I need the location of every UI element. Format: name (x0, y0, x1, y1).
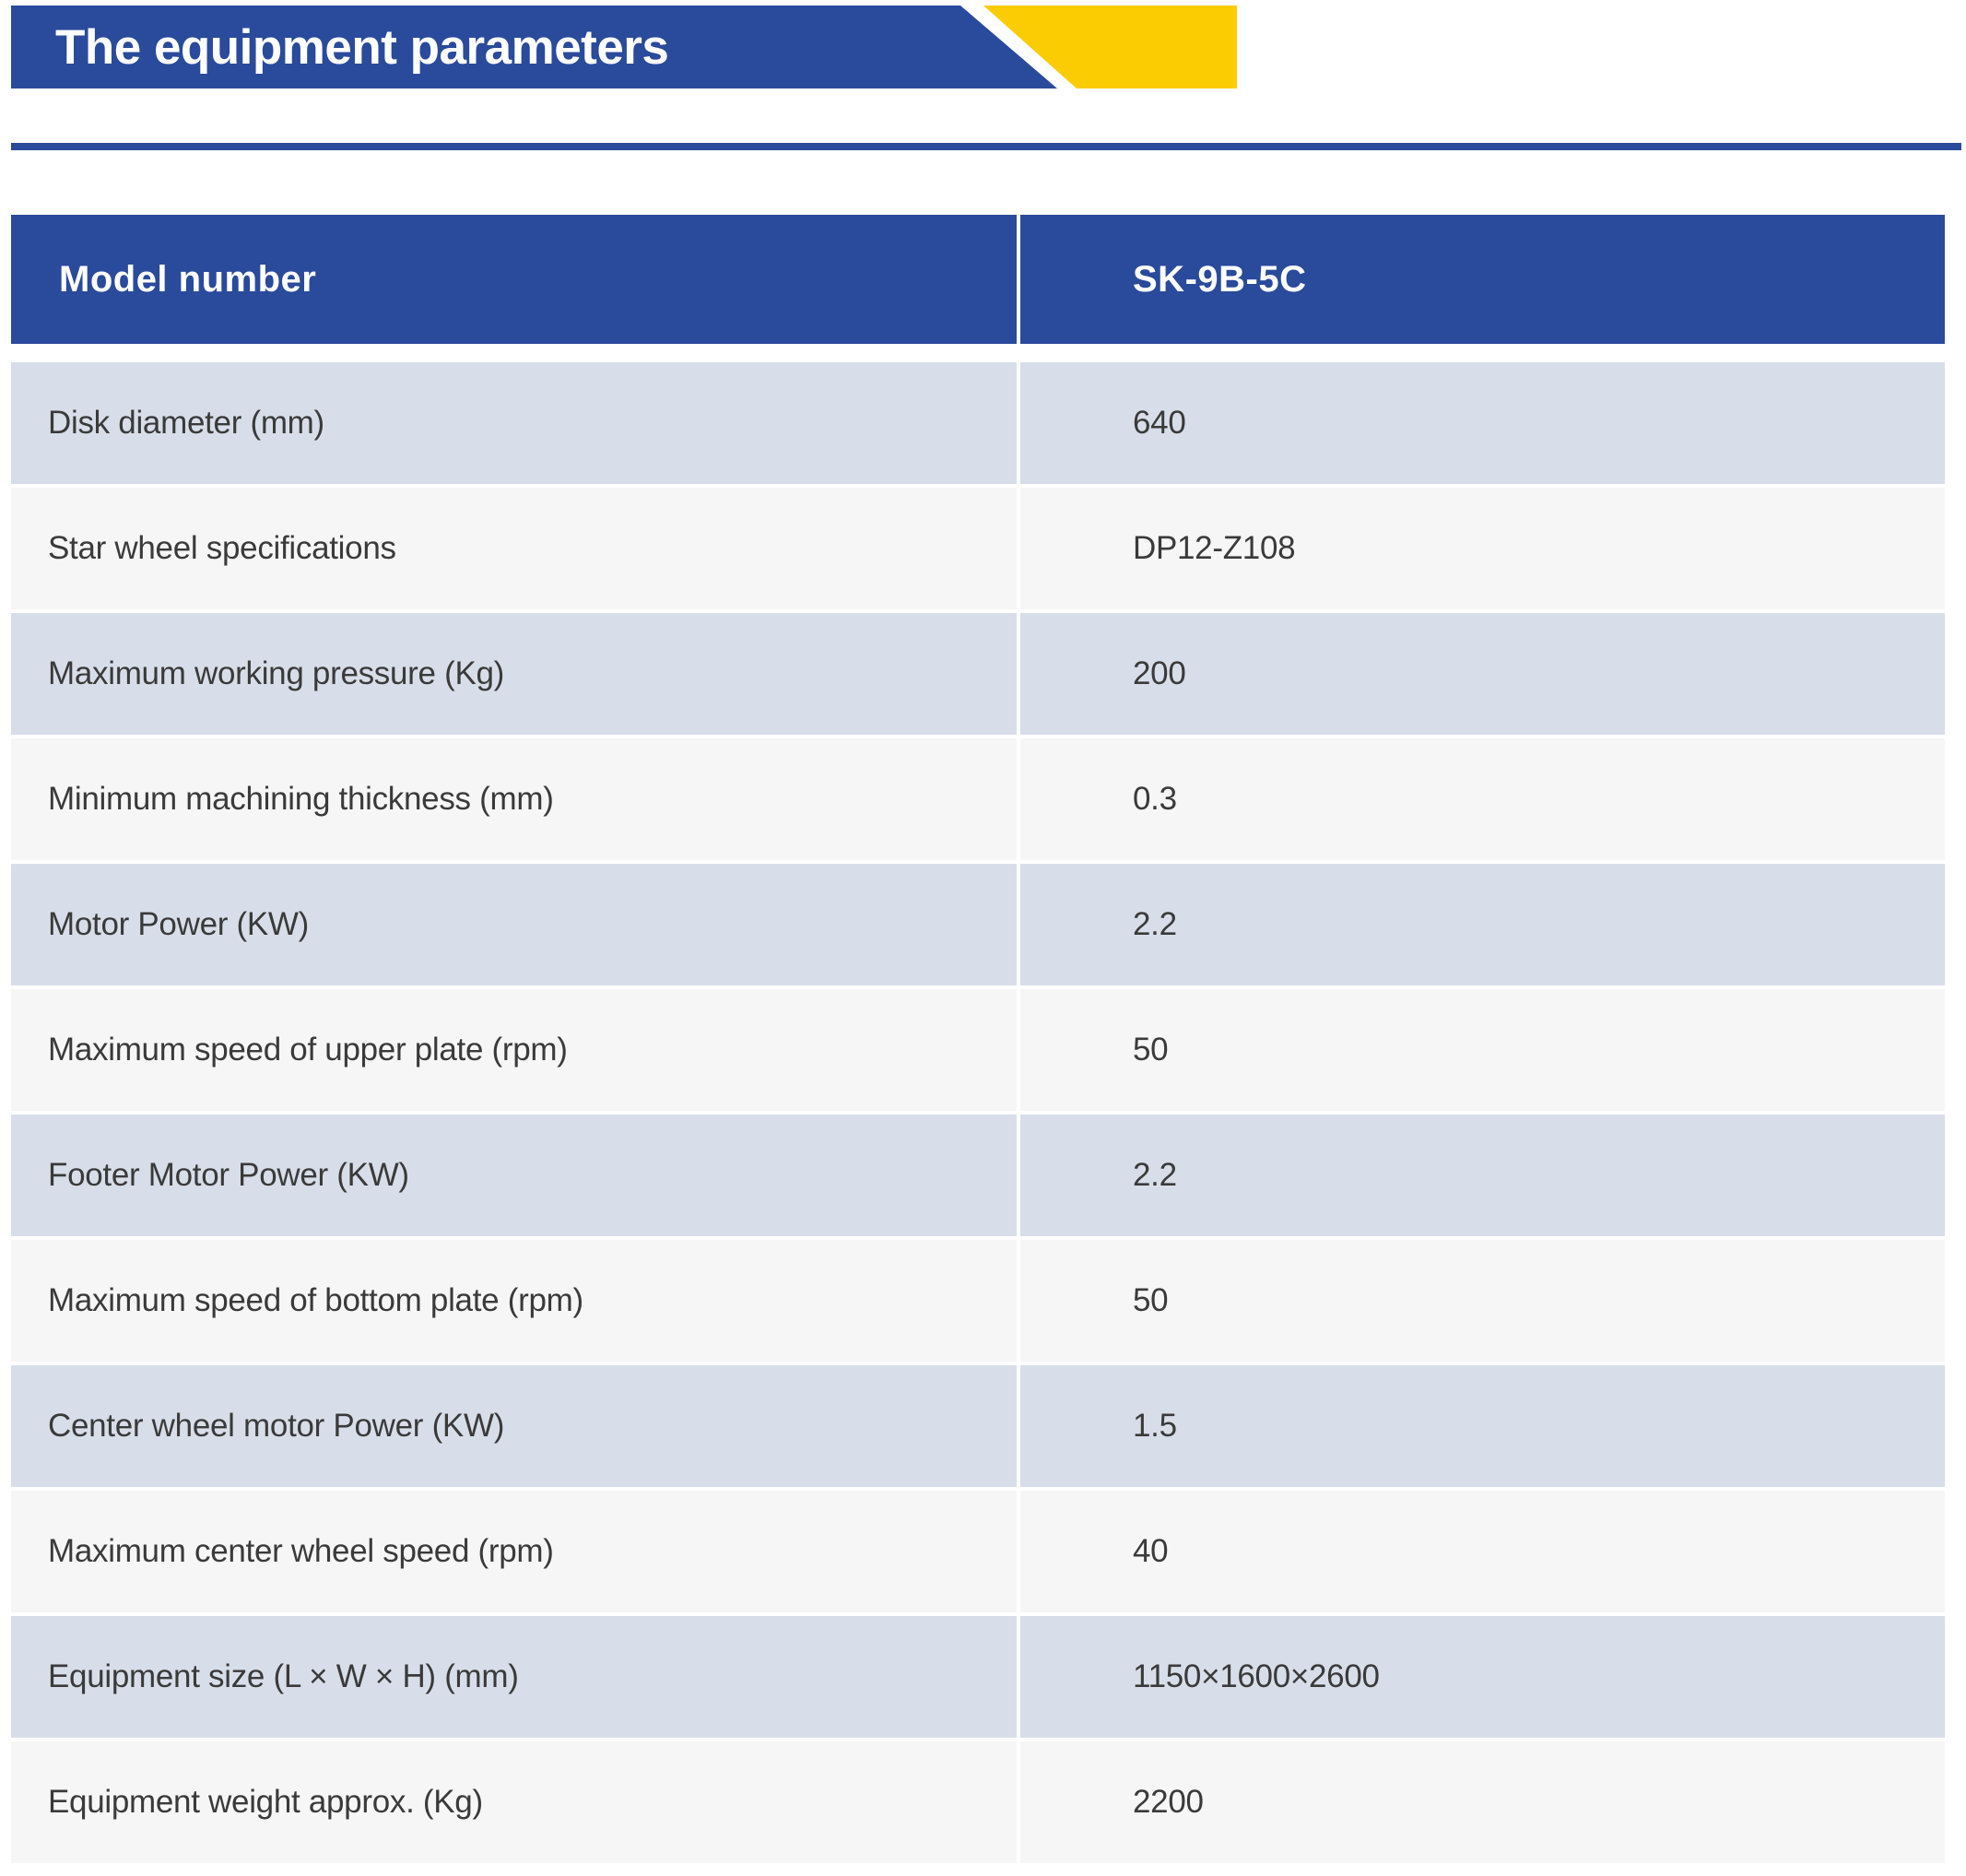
row-value-cell: 50 (1020, 989, 1945, 1111)
row-label: Minimum machining thickness (mm) (48, 781, 554, 817)
row-label-cell: Disk diameter (mm) (11, 362, 1017, 484)
table-row: Motor Power (KW) 2.2 (11, 864, 1945, 985)
table-header-row: Model number SK-9B-5C (11, 215, 1945, 344)
row-label-cell: Star wheel specifications (11, 488, 1017, 609)
table-row: Maximum speed of bottom plate (rpm) 50 (11, 1240, 1945, 1362)
row-value-cell: 2.2 (1020, 1115, 1945, 1236)
row-label-cell: Equipment weight approx. (Kg) (11, 1741, 1017, 1863)
header-label: Model number (59, 258, 317, 300)
page-title: The equipment parameters (55, 19, 669, 75)
row-value-cell: 200 (1020, 613, 1945, 735)
row-value-cell: DP12-Z108 (1020, 488, 1945, 609)
row-value: 2.2 (1133, 906, 1177, 942)
header-label-cell: Model number (11, 215, 1017, 344)
table-row: Star wheel specifications DP12-Z108 (11, 488, 1945, 609)
table-row: Maximum working pressure (Kg) 200 (11, 613, 1945, 735)
row-value: DP12-Z108 (1133, 530, 1296, 566)
row-label: Equipment weight approx. (Kg) (48, 1784, 483, 1820)
equipment-parameters-table: Model number SK-9B-5C Disk diameter (mm)… (11, 215, 1945, 1863)
row-value: 50 (1133, 1032, 1169, 1068)
row-label-cell: Minimum machining thickness (mm) (11, 738, 1017, 860)
row-label: Footer Motor Power (KW) (48, 1157, 409, 1193)
table-row: Equipment weight approx. (Kg) 2200 (11, 1741, 1945, 1863)
row-label: Motor Power (KW) (48, 906, 310, 942)
spec-table-body: Disk diameter (mm) 640 Star wheel specif… (11, 362, 1945, 1863)
header-value: SK-9B-5C (1133, 258, 1307, 300)
title-underline-rule (11, 143, 1961, 150)
row-label: Maximum working pressure (Kg) (48, 655, 505, 691)
row-value: 50 (1133, 1282, 1169, 1318)
row-label: Equipment size (L × W × H) (mm) (48, 1658, 519, 1694)
row-value-cell: 40 (1020, 1491, 1945, 1612)
header-value-cell: SK-9B-5C (1020, 215, 1945, 344)
row-value-cell: 2200 (1020, 1741, 1945, 1863)
table-row: Disk diameter (mm) 640 (11, 362, 1945, 484)
row-label-cell: Motor Power (KW) (11, 864, 1017, 985)
table-row: Minimum machining thickness (mm) 0.3 (11, 738, 1945, 860)
row-label-cell: Maximum center wheel speed (rpm) (11, 1491, 1017, 1612)
row-label: Center wheel motor Power (KW) (48, 1408, 505, 1444)
row-label: Disk diameter (mm) (48, 405, 324, 441)
table-row: Maximum speed of upper plate (rpm) 50 (11, 989, 1945, 1111)
row-label-cell: Maximum working pressure (Kg) (11, 613, 1017, 735)
row-value: 1.5 (1133, 1408, 1177, 1444)
title-banner: The equipment parameters (11, 6, 1057, 88)
row-value-cell: 2.2 (1020, 864, 1945, 985)
row-label-cell: Center wheel motor Power (KW) (11, 1365, 1017, 1487)
row-value-cell: 0.3 (1020, 738, 1945, 860)
table-row: Footer Motor Power (KW) 2.2 (11, 1115, 1945, 1236)
row-label: Maximum speed of bottom plate (rpm) (48, 1282, 583, 1318)
row-value-cell: 50 (1020, 1240, 1945, 1362)
row-value-cell: 640 (1020, 362, 1945, 484)
table-row: Maximum center wheel speed (rpm) 40 (11, 1491, 1945, 1612)
row-value-cell: 1.5 (1020, 1365, 1945, 1487)
row-label-cell: Maximum speed of bottom plate (rpm) (11, 1240, 1017, 1362)
row-value: 2200 (1133, 1784, 1204, 1820)
row-label-cell: Equipment size (L × W × H) (mm) (11, 1616, 1017, 1738)
row-value: 0.3 (1133, 781, 1177, 817)
row-value: 1150×1600×2600 (1133, 1658, 1380, 1694)
row-value: 200 (1133, 655, 1186, 691)
row-label: Maximum speed of upper plate (rpm) (48, 1032, 568, 1068)
row-value-cell: 1150×1600×2600 (1020, 1616, 1945, 1738)
row-label: Star wheel specifications (48, 530, 396, 566)
row-label: Maximum center wheel speed (rpm) (48, 1533, 554, 1569)
row-value: 2.2 (1133, 1157, 1177, 1193)
table-row: Center wheel motor Power (KW) 1.5 (11, 1365, 1945, 1487)
row-label-cell: Maximum speed of upper plate (rpm) (11, 989, 1017, 1111)
row-label-cell: Footer Motor Power (KW) (11, 1115, 1017, 1236)
table-row: Equipment size (L × W × H) (mm) 1150×160… (11, 1616, 1945, 1738)
row-value: 640 (1133, 405, 1186, 441)
row-value: 40 (1133, 1533, 1169, 1569)
